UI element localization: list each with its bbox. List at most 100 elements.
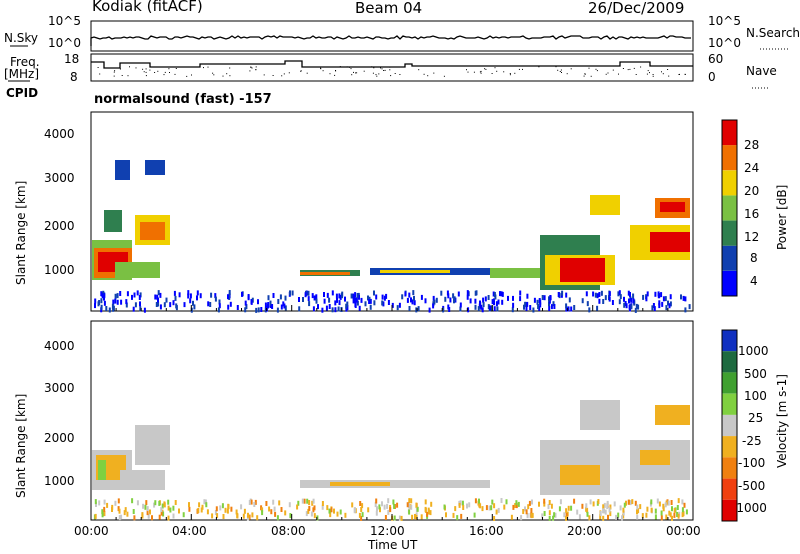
power-noise-cell [596, 293, 599, 299]
velocity-noise-cell [250, 499, 253, 505]
power-cbar-tick-24: 24 [744, 161, 760, 175]
nave-dot [281, 75, 283, 77]
velocity-noise-cell [603, 502, 606, 508]
power-blob-dusk-peak [560, 258, 605, 282]
nave-dot [588, 67, 590, 69]
velocity-noise-cell [178, 508, 180, 514]
power-noise-cell [218, 299, 221, 305]
power-noise-cell [227, 294, 229, 300]
power-noise-cell [251, 297, 254, 303]
velocity-ytick-4000: 4000 [44, 339, 75, 353]
nave-dot [226, 73, 228, 75]
velocity-noise-cell [154, 500, 157, 506]
velocity-noise-cell [673, 508, 676, 513]
velocity-noise-cell [528, 500, 531, 506]
power-noise-cell [157, 297, 159, 303]
nave-dot [121, 75, 123, 76]
power-noise-cell [495, 301, 498, 307]
velocity-noise-cell [639, 504, 642, 510]
power-noise-cell [173, 290, 176, 296]
power-noise-cell [433, 299, 436, 305]
power-noise-cell [157, 301, 160, 307]
power-blob-high-2 [145, 160, 165, 175]
velocity-noise-cell [685, 509, 688, 515]
power-noise-cell [684, 296, 687, 302]
nsky-tick-bottom: 10^0 [48, 36, 81, 50]
nave-dot [503, 71, 505, 73]
nave-dot [662, 73, 664, 75]
power-noise-cell [549, 295, 552, 300]
velocity-noise-cell [677, 513, 680, 519]
xtick-0: 00:00 [74, 524, 109, 538]
nave-dot [522, 68, 523, 70]
velocity-noise-cell [570, 505, 573, 511]
power-noise-cell [289, 290, 291, 296]
velocity-noise-cell [466, 503, 468, 509]
power-noise-cell [217, 307, 220, 313]
power-noise-cell [187, 290, 190, 296]
velocity-noise-cell [381, 501, 383, 507]
power-noise-cell [482, 302, 485, 308]
velocity-noise-cell [585, 503, 588, 509]
velocity-noise-cell [530, 508, 533, 513]
power-noise-cell [103, 300, 106, 306]
velocity-noise-cell [565, 515, 568, 521]
velocity-blob-band [120, 470, 165, 490]
power-noise-cell [338, 293, 341, 299]
power-noise-cell [383, 295, 386, 301]
power-noise-cell [475, 290, 478, 296]
velocity-noise-cell [280, 507, 283, 512]
nave-dot [191, 74, 192, 76]
velocity-noise-cell [615, 514, 618, 520]
velocity-noise-cell [133, 515, 136, 521]
nave-dot [605, 73, 607, 75]
power-noise-cell [271, 304, 274, 309]
velocity-noise-cell [565, 513, 568, 518]
nave-dot [355, 72, 357, 74]
x-axis-label: Time UT [368, 538, 418, 552]
power-noise-cell [381, 300, 384, 306]
power-noise-cell [337, 306, 340, 312]
power-noise-cell [667, 300, 669, 306]
power-noise-cell [391, 302, 394, 308]
velocity-noise-cell [619, 505, 622, 511]
nave-dot [633, 67, 635, 69]
velocity-noise-cell [515, 503, 518, 509]
velocity-noise-cell [553, 512, 556, 518]
power-band-mid-1-core [300, 272, 350, 275]
velocity-noise-cell [681, 499, 684, 505]
velocity-noise-cell [367, 507, 370, 513]
velocity-noise-cell [268, 506, 271, 512]
power-noise-cell [459, 302, 462, 308]
velocity-noise-cell [445, 512, 447, 518]
power-noise-cell [492, 291, 495, 297]
velocity-noise-cell [646, 506, 649, 512]
velocity-noise-cell [215, 506, 218, 512]
velocity-noise-cell [606, 504, 609, 510]
power-noise-cell [446, 290, 449, 296]
velocity-noise-cell [512, 504, 515, 510]
power-noise-cell [125, 299, 128, 305]
velocity-noise-cell [353, 507, 356, 513]
velocity-noise-cell [375, 510, 378, 516]
power-noise-cell [424, 298, 427, 304]
velocity-noise-cell [416, 506, 419, 512]
nave-dot [371, 66, 373, 68]
power-noise-cell [360, 297, 363, 303]
nave-dot [427, 75, 429, 77]
velocity-noise-cell [410, 504, 413, 510]
power-noise-cell [307, 290, 310, 296]
power-noise-cell [529, 305, 532, 310]
velocity-noise-cell [541, 513, 544, 519]
nave-dot [349, 66, 351, 68]
nave-dot [509, 73, 511, 74]
velocity-colorbar [721, 329, 738, 522]
velocity-noise-cell [272, 499, 275, 505]
velocity-noise-cell [384, 515, 387, 520]
power-cbar-swatch [722, 270, 737, 296]
nave-dot [381, 68, 383, 70]
nave-dot [335, 70, 337, 72]
power-noise-cell [480, 304, 483, 310]
velocity-noise-cell [326, 505, 329, 511]
